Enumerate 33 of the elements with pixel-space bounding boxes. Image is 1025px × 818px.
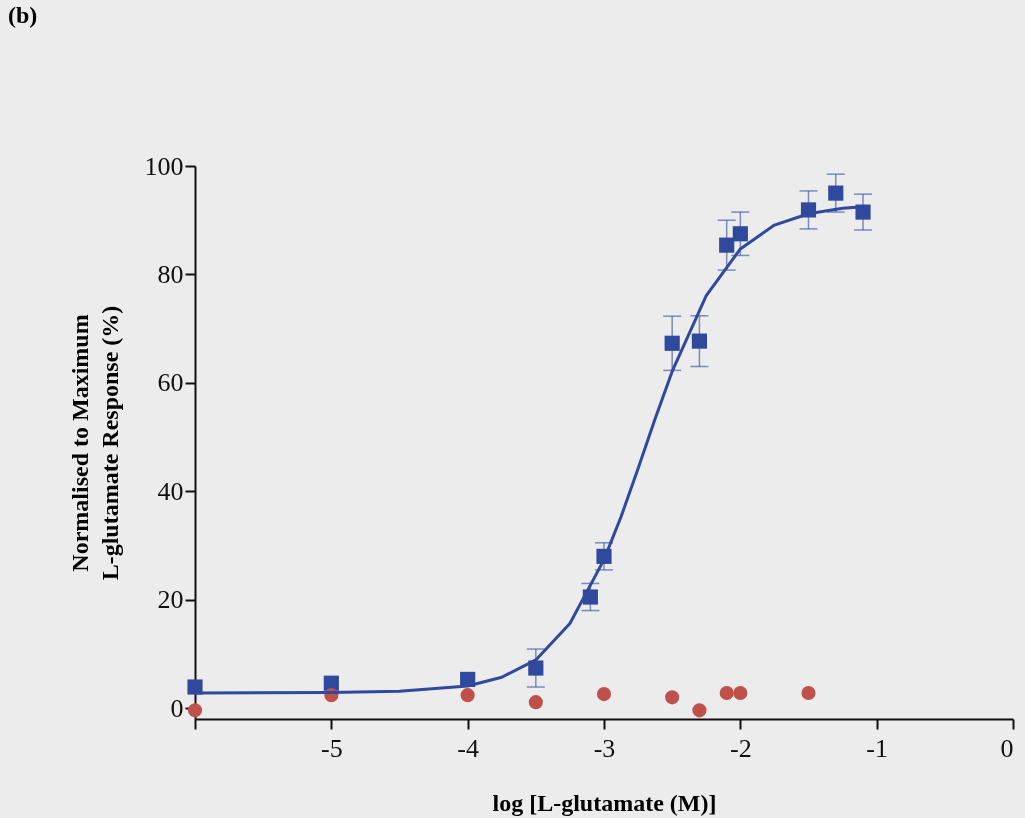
x-tick-label: -1	[866, 733, 888, 763]
point	[528, 660, 544, 676]
x-axis-title: log [L-glutamate (M)]	[492, 789, 717, 816]
x-tick-label: -2	[730, 733, 752, 763]
point	[732, 226, 748, 242]
y-tick-label: 40	[157, 476, 184, 506]
y-axis-title: Normalised to Maximum L-glutamate Response (%)	[66, 305, 123, 581]
x-tick-label: 0	[1000, 733, 1014, 763]
point	[187, 703, 203, 718]
point	[665, 690, 680, 705]
point	[719, 685, 734, 701]
point	[692, 703, 707, 718]
x-tick-label: -5	[321, 733, 343, 763]
y-tick-label: 100	[144, 151, 184, 181]
point	[855, 204, 871, 220]
point	[596, 687, 612, 702]
y-tick-label: 20	[157, 585, 184, 615]
point	[664, 335, 680, 351]
x-tick-label: -3	[593, 733, 616, 763]
point	[582, 589, 598, 605]
point	[691, 333, 708, 349]
y-tick-label: 80	[157, 259, 184, 289]
y-tick-label: 0	[170, 693, 184, 723]
point	[528, 695, 543, 710]
point	[733, 685, 748, 701]
point	[187, 679, 203, 695]
point	[719, 237, 735, 253]
x-tick-label: -4	[457, 733, 479, 763]
point	[801, 685, 816, 701]
point	[828, 185, 844, 201]
y-tick-label: 60	[157, 368, 184, 398]
point	[460, 688, 475, 703]
chart-title: (b)	[8, 2, 38, 29]
